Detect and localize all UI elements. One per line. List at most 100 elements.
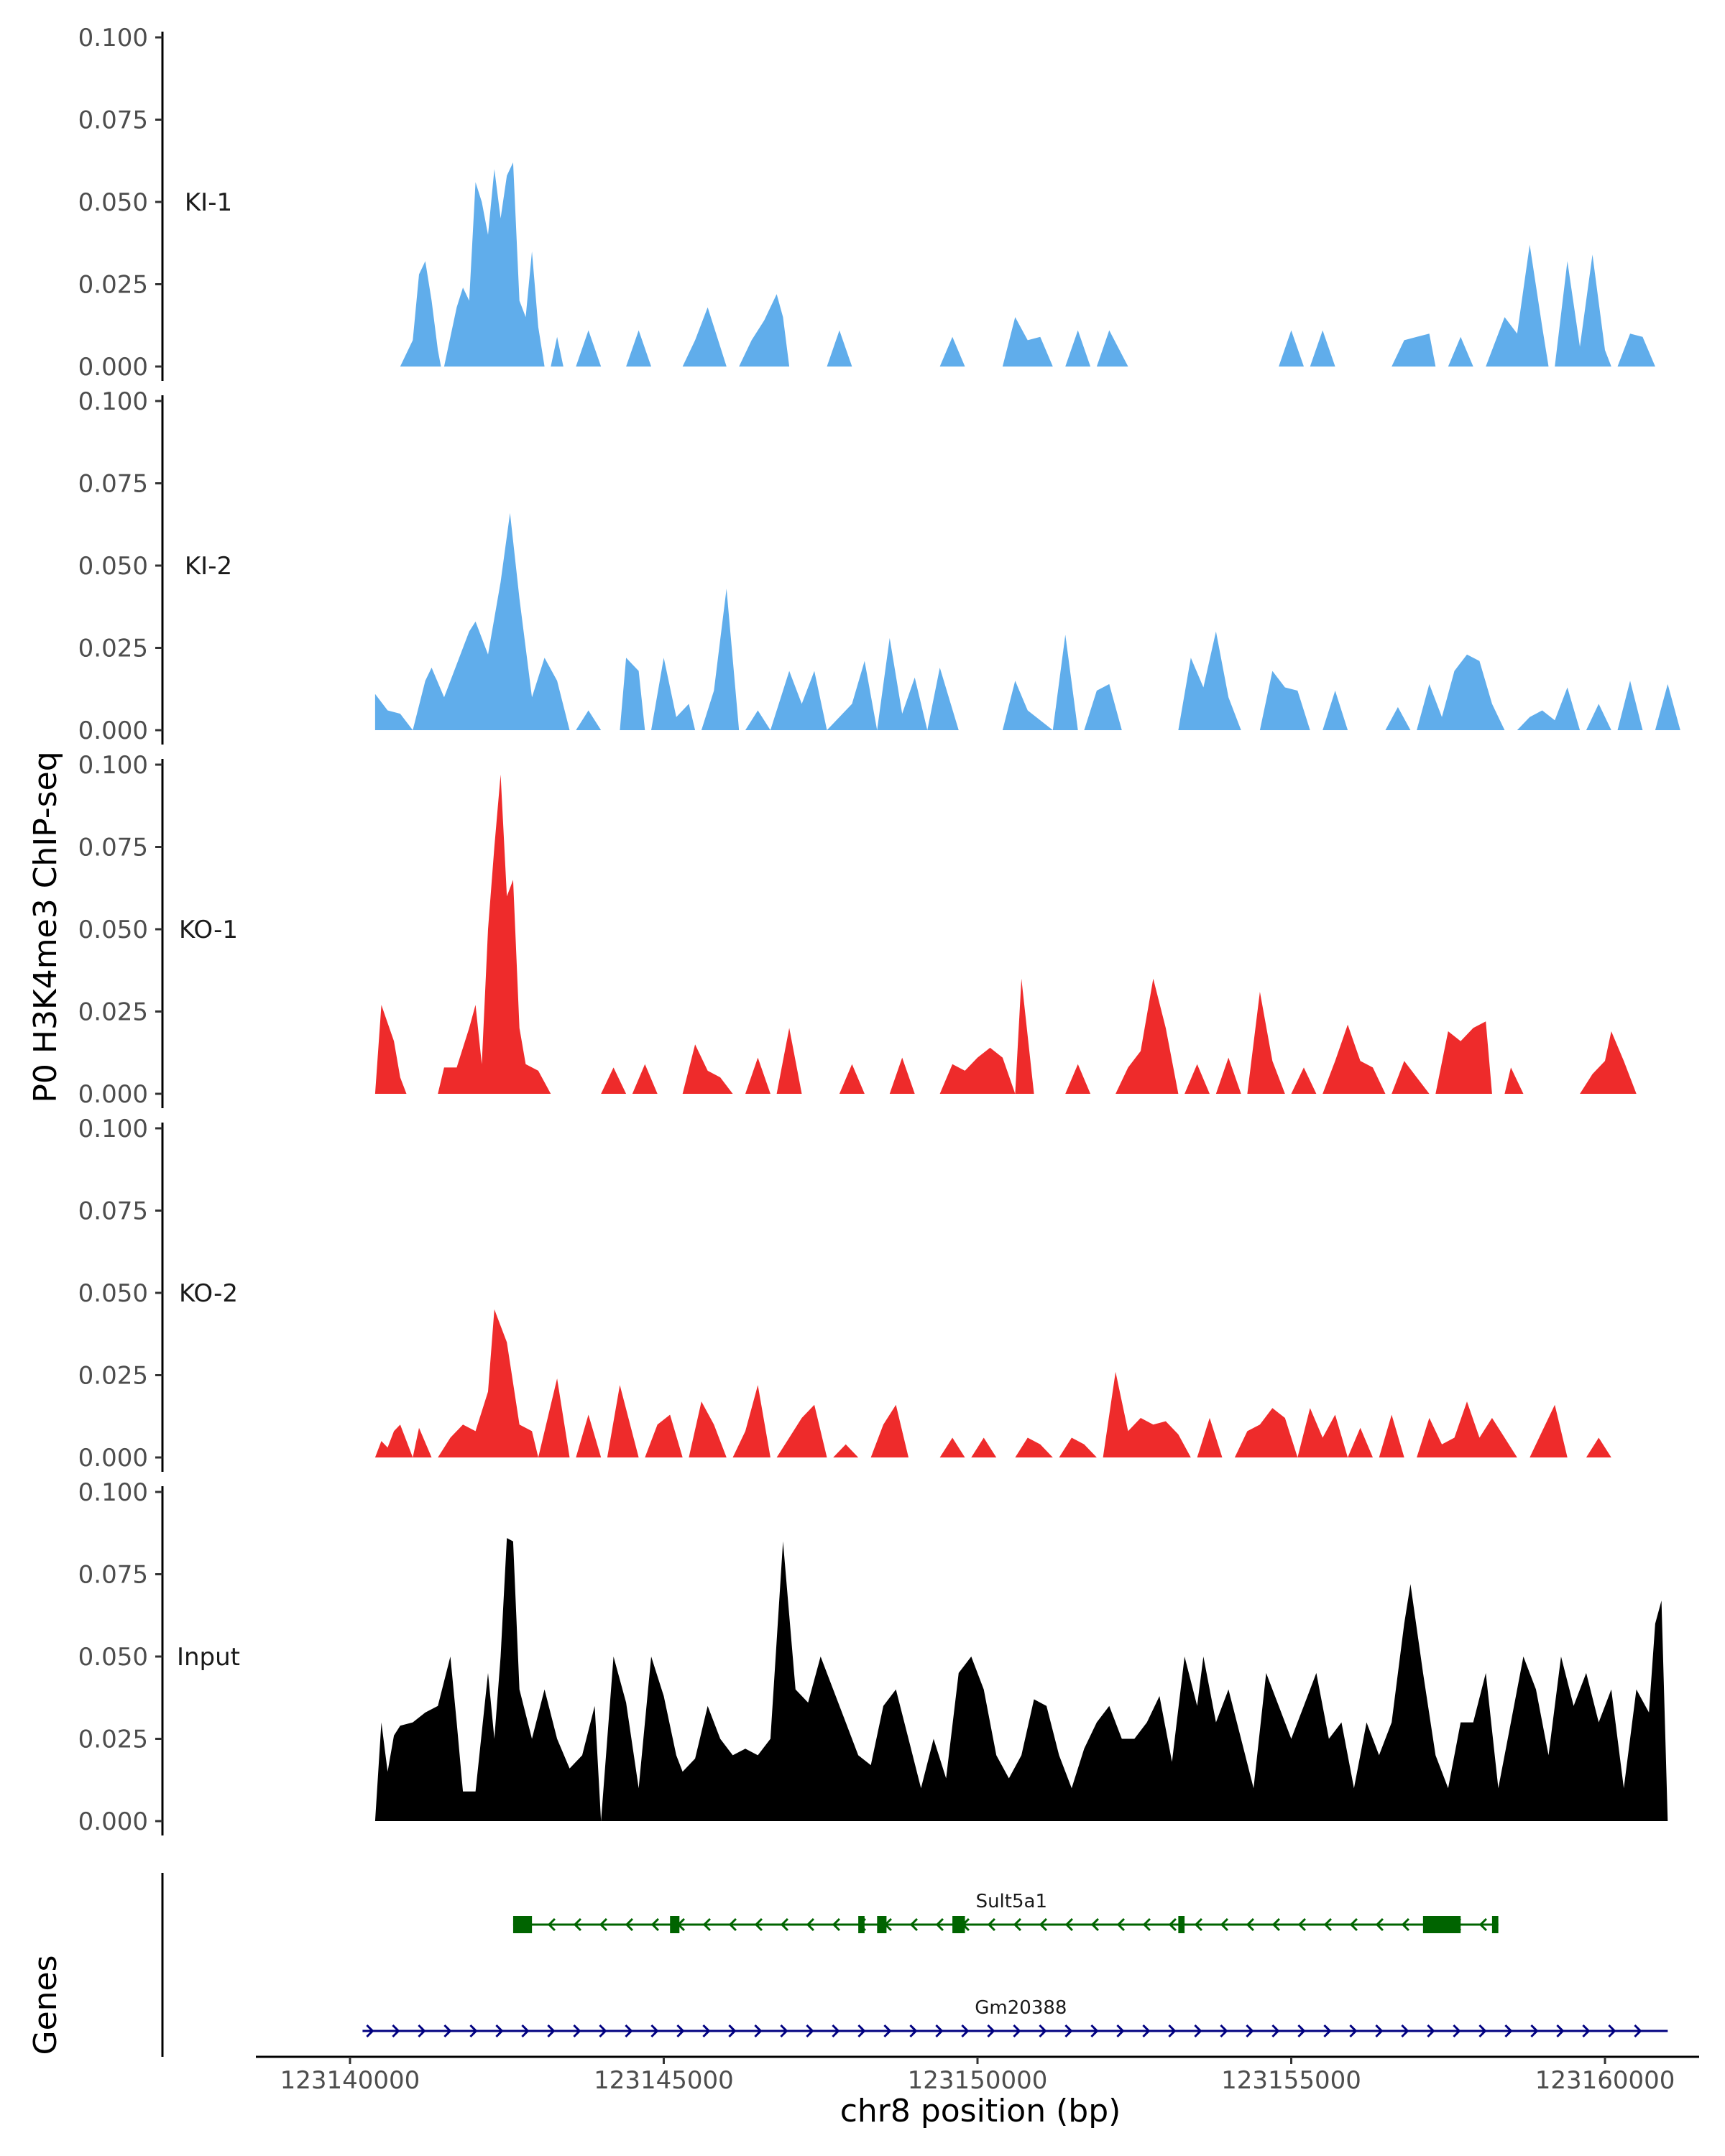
signal-area xyxy=(1586,1437,1611,1457)
signal-area xyxy=(538,1378,570,1457)
y-tick-label: 0.075 xyxy=(78,1197,148,1226)
signal-area xyxy=(626,330,651,367)
signal-area xyxy=(1392,1061,1430,1094)
y-tick-label: 0.025 xyxy=(78,271,148,300)
signal-area xyxy=(776,1028,802,1094)
signal-area xyxy=(1002,681,1053,730)
exon xyxy=(1178,1916,1185,1933)
strand-arrow xyxy=(1220,2024,1228,2038)
strand-arrow xyxy=(1323,2024,1332,2038)
y-tick-label: 0.000 xyxy=(78,353,148,382)
track-label: Input xyxy=(177,1643,240,1672)
strand-arrow xyxy=(650,2024,659,2038)
strand-arrow xyxy=(1142,1917,1151,1932)
strand-arrow xyxy=(418,2024,426,2038)
strand-arrow xyxy=(1064,1917,1074,1932)
signal-area xyxy=(1178,631,1241,730)
signal-area xyxy=(1555,254,1611,367)
signal-area xyxy=(374,1005,407,1094)
signal-area xyxy=(877,637,928,730)
strand-arrow xyxy=(1608,2024,1616,2038)
y-tick-label: 0.100 xyxy=(78,387,148,416)
strand-arrow xyxy=(1116,1917,1126,1932)
signal-area xyxy=(1084,683,1122,730)
signal-area xyxy=(1215,1057,1241,1094)
genes-panel: Genes Sult5a1 Gm20388 xyxy=(27,1873,1668,2057)
signal-area xyxy=(971,1437,997,1457)
tracks: 0.000 0.025 0.050 0.075 0.100 KI-1 0.0000.0250… xyxy=(78,24,1680,1836)
signal-area xyxy=(1486,244,1549,367)
signal-area xyxy=(1015,978,1034,1094)
signal-area xyxy=(443,162,545,367)
y-tick-label: 0.000 xyxy=(78,717,148,745)
signal-area xyxy=(601,1067,627,1094)
signal-area xyxy=(839,1064,865,1094)
strand-arrow xyxy=(1401,1917,1410,1932)
signal-area xyxy=(1234,1408,1298,1457)
signal-area xyxy=(1379,1414,1404,1457)
strand-arrow xyxy=(1478,2024,1487,2038)
strand-arrow xyxy=(1039,2024,1047,2038)
y-tick-label: 0.050 xyxy=(78,188,148,217)
signal-area xyxy=(1002,317,1053,367)
signal-area xyxy=(1116,978,1179,1094)
y-tick-label: 0.050 xyxy=(78,916,148,944)
track-label: KI-1 xyxy=(185,188,232,217)
signal-area xyxy=(1015,1437,1053,1457)
signal-area xyxy=(1065,330,1091,367)
exon xyxy=(1422,1916,1461,1933)
strand-arrow xyxy=(469,2024,478,2038)
y-tick-label: 0.075 xyxy=(78,834,148,862)
signal-area xyxy=(1197,1418,1223,1457)
track-1: 0.000 0.025 0.050 0.075 0.100 KI-2 xyxy=(78,387,1680,745)
exon xyxy=(670,1916,680,1933)
strand-arrow xyxy=(1375,1917,1384,1932)
signal-area xyxy=(438,1309,538,1457)
strand-arrow xyxy=(599,2024,607,2038)
exon xyxy=(512,1916,533,1933)
track-2: 0.000 0.025 0.050 0.075 0.100 KO-1 xyxy=(78,751,1637,1109)
strand-arrow xyxy=(832,1917,841,1932)
signal-area xyxy=(870,1404,908,1457)
strand-arrow xyxy=(1375,2024,1384,2038)
x-axis-title: chr8 position (bp) xyxy=(840,2093,1121,2129)
signal-area xyxy=(939,336,965,367)
strand-arrow xyxy=(1504,2024,1513,2038)
x-tick-label: 123150000 xyxy=(908,2066,1048,2095)
strand-arrow xyxy=(780,2024,788,2038)
strand-arrow xyxy=(650,1917,660,1932)
signal-area xyxy=(1291,1067,1317,1094)
strand-arrow xyxy=(1453,2024,1461,2038)
signal-area xyxy=(1348,1427,1373,1457)
strand-arrow xyxy=(392,2024,400,2038)
signal-area xyxy=(607,1385,639,1457)
gene-label: Gm20388 xyxy=(975,1997,1067,2019)
exon xyxy=(877,1916,887,1933)
strand-arrow xyxy=(1478,1917,1488,1932)
signal-area xyxy=(1096,330,1128,367)
y-tick-label: 0.100 xyxy=(78,1115,148,1143)
strand-arrow xyxy=(935,1917,944,1932)
signal-area xyxy=(645,1414,683,1457)
y-tick-label: 0.100 xyxy=(78,751,148,780)
signal-area xyxy=(1322,1024,1386,1094)
strand-arrow xyxy=(1297,1917,1307,1932)
strand-arrow xyxy=(1634,2024,1642,2038)
strand-arrow xyxy=(728,2024,737,2038)
strand-arrow xyxy=(1090,1917,1100,1932)
y-tick-label: 0.000 xyxy=(78,1807,148,1836)
strand-arrow xyxy=(1220,1917,1229,1932)
strand-arrow xyxy=(1194,2024,1202,2038)
signal-area xyxy=(1417,1401,1517,1457)
signal-area xyxy=(1580,1031,1637,1094)
track-3: 0.000 0.025 0.050 0.075 0.100 KO-2 xyxy=(78,1115,1611,1473)
strand-arrow xyxy=(1039,1917,1048,1932)
strand-arrow xyxy=(1297,2024,1306,2038)
signal-area xyxy=(1617,333,1655,367)
signal-area xyxy=(1065,1064,1091,1094)
strand-arrow xyxy=(883,2024,892,2038)
x-tick-label: 123145000 xyxy=(594,2066,734,2095)
exon xyxy=(858,1916,865,1933)
track-0: 0.000 0.025 0.050 0.075 0.100 KI-1 xyxy=(78,24,1655,382)
signal-area xyxy=(400,261,441,367)
